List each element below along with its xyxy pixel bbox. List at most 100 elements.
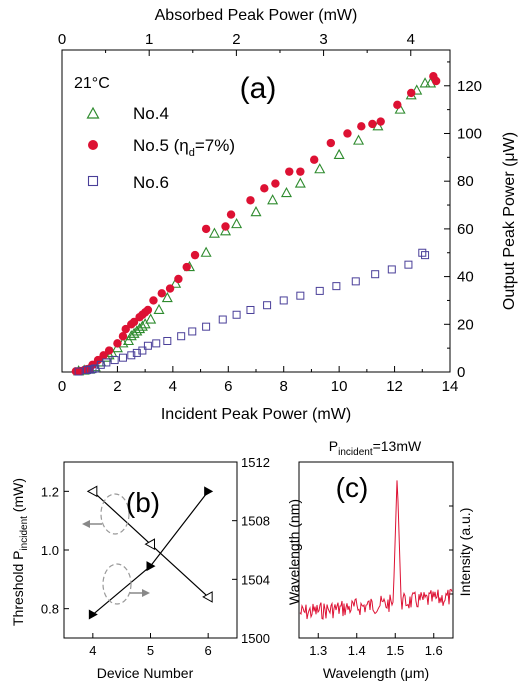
data-point — [221, 222, 230, 231]
a-top-tick-label-1: 1 — [145, 31, 153, 48]
a-right-tick-label-20: 20 — [457, 316, 474, 333]
a-bottom-tick-label-0: 0 — [58, 378, 66, 395]
b-bottom-tick-label-4: 4 — [89, 643, 96, 658]
legend-item-no6: No.6 — [87, 173, 169, 192]
data-point — [285, 167, 294, 176]
data-point — [419, 77, 431, 88]
data-point — [421, 251, 430, 260]
panel-a-top-axis-label: Absorbed Peak Power (mW) — [155, 7, 358, 24]
data-point — [371, 270, 380, 279]
panel-b-right-axis: 1500 1504 1508 1512 — [232, 455, 270, 646]
data-point — [177, 332, 186, 341]
data-point — [152, 339, 161, 348]
data-point — [250, 206, 262, 217]
data-point — [314, 163, 326, 174]
data-point — [153, 303, 165, 315]
data-point — [267, 194, 279, 205]
data-point — [201, 224, 211, 234]
data-point — [102, 358, 111, 367]
panel-c-right-axis — [449, 505, 453, 595]
a-right-tick-label-40: 40 — [457, 269, 474, 286]
data-point — [118, 332, 128, 341]
legend-item-no5: No.5 (ηd=7%) — [88, 136, 235, 159]
data-point — [93, 355, 103, 365]
a-right-tick-label-60: 60 — [457, 221, 474, 238]
a-bottom-tick-label-12: 12 — [386, 378, 403, 395]
data-point — [431, 76, 441, 86]
data-point — [387, 265, 396, 274]
panel-b-x-axis-label: Device Number — [97, 665, 194, 681]
panel-a-bottom-axis: 0 2 4 6 8 10 12 14 — [58, 366, 459, 395]
panel-a-right-axis: 0 20 40 60 80 100 120 — [444, 61, 482, 381]
data-point — [332, 282, 341, 291]
data-point — [127, 351, 136, 360]
data-point — [296, 291, 305, 300]
data-point — [315, 286, 324, 295]
data-point — [232, 310, 241, 319]
data-point — [88, 365, 97, 374]
a-top-tick-label-2: 2 — [232, 31, 240, 48]
a-right-tick-label-0: 0 — [457, 364, 465, 381]
b-series-2 — [88, 486, 214, 620]
b-right-tick-label-1508: 1508 — [241, 514, 270, 529]
panel-b-line-chart: 0.8 1.0 1.2 1500 1504 1508 1512 4 5 6 (b) Devic… — [10, 455, 302, 681]
b-bottom-tick-label-5: 5 — [147, 643, 154, 658]
data-point — [333, 148, 345, 159]
panel-b-axis-indicator-lower — [102, 563, 150, 605]
panel-b-axis-indicator-upper — [82, 493, 130, 535]
data-point — [231, 217, 243, 229]
a-series-2 — [71, 72, 441, 376]
a-bottom-tick-label-10: 10 — [331, 378, 348, 395]
data-point — [174, 274, 183, 284]
b-bottom-tick-label-6: 6 — [205, 643, 212, 658]
data-point — [163, 336, 172, 345]
data-point — [326, 138, 336, 148]
data-point — [368, 119, 377, 129]
data-point — [393, 100, 402, 110]
data-point — [310, 155, 319, 164]
a-bottom-tick-label-4: 4 — [169, 378, 177, 395]
upper-dashed-ellipse — [100, 493, 130, 535]
panel-c-bottom-axis: 1.3 1.4 1.5 1.6 — [309, 633, 443, 658]
data-point — [263, 301, 272, 310]
legend-marker-filled-circle — [88, 140, 98, 150]
a-series-3 — [74, 248, 430, 376]
c-bottom-tick-label-1p6: 1.6 — [425, 643, 443, 658]
data-point — [246, 196, 255, 205]
data-point — [138, 346, 147, 355]
data-point — [260, 184, 269, 193]
b-right-tick-label-1512: 1512 — [241, 455, 270, 470]
panel-b-bottom-axis: 4 5 6 — [89, 633, 212, 658]
data-point — [144, 538, 155, 550]
panel-a-label: (a) — [240, 72, 277, 105]
data-point — [353, 134, 365, 145]
legend-label-no4: No.4 — [133, 104, 169, 123]
panel-b-right-y-axis-label: Wavelength (nm) — [286, 499, 302, 605]
panel-b-left-axis: 0.8 1.0 1.2 — [41, 484, 69, 617]
data-point — [157, 289, 166, 298]
panel-b-series — [86, 485, 214, 620]
data-point — [161, 291, 173, 303]
data-point — [149, 296, 158, 305]
data-point — [351, 277, 360, 286]
legend-item-no4: No.4 — [86, 104, 169, 123]
a-bottom-tick-label-14: 14 — [442, 378, 459, 395]
data-point — [129, 317, 139, 327]
data-point — [132, 348, 141, 357]
panel-c-title: Pincident=13mW — [329, 438, 422, 458]
panel-b-label: (b) — [126, 487, 160, 518]
right-arrow-icon — [142, 589, 150, 597]
data-point — [218, 315, 227, 324]
data-point — [74, 367, 83, 376]
b-right-tick-label-1504: 1504 — [241, 572, 270, 587]
data-point — [219, 225, 232, 236]
data-point — [118, 353, 127, 362]
data-point — [279, 296, 288, 305]
panel-a-top-axis: 0 1 2 3 4 — [58, 31, 415, 56]
data-point — [296, 167, 305, 176]
legend-label-no5: No.5 (ηd=7%) — [133, 136, 235, 159]
data-point — [411, 84, 423, 95]
b-left-tick-label-1: 1.0 — [41, 543, 59, 558]
